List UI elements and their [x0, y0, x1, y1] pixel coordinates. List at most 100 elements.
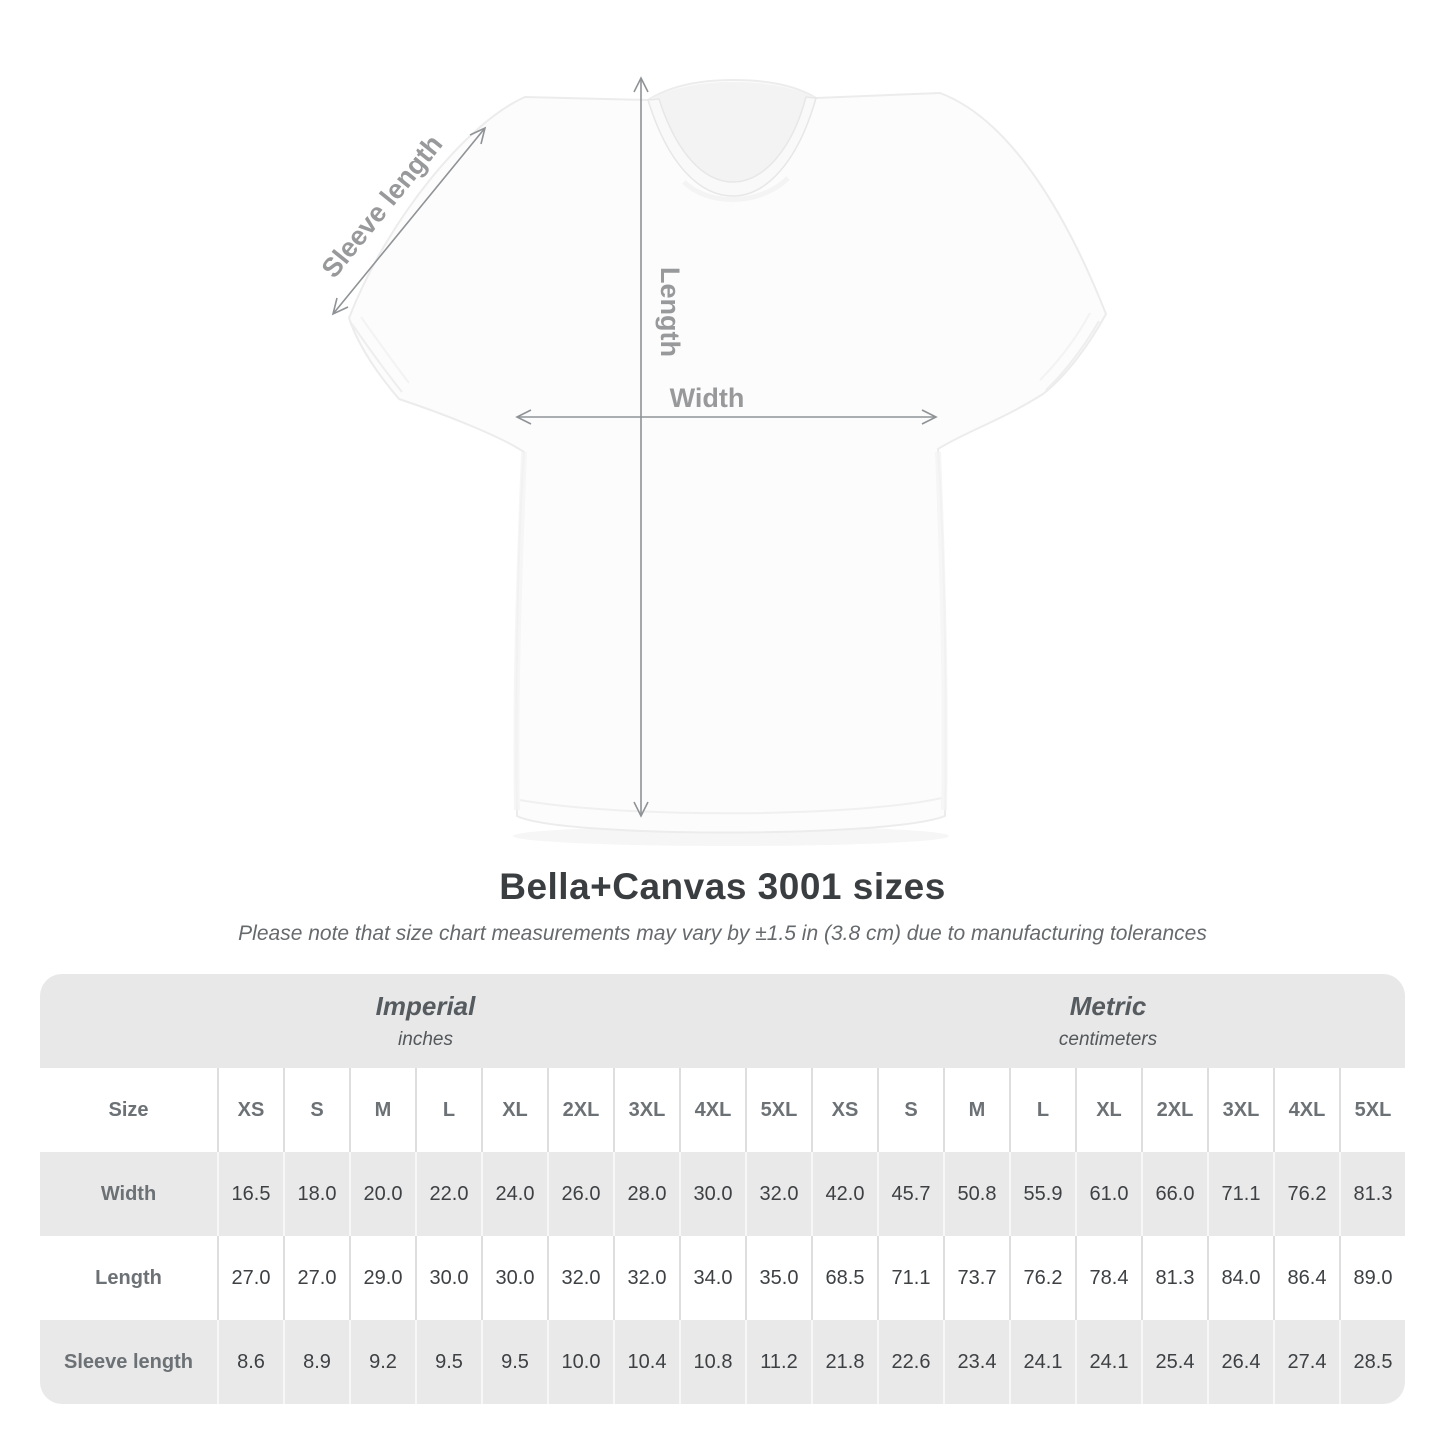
- table-cell: 18.0: [283, 1152, 349, 1236]
- table-cell: 61.0: [1075, 1152, 1141, 1236]
- size-header: 4XL: [679, 1068, 745, 1152]
- sleeve-arrowhead-bottom: [331, 297, 349, 316]
- table-row-length: Length 27.0 27.0 29.0 30.0 30.0 32.0 32.…: [40, 1236, 1405, 1320]
- metric-section-header: Metric centimeters: [811, 974, 1405, 1068]
- size-header: 5XL: [1339, 1068, 1405, 1152]
- size-header: L: [1009, 1068, 1075, 1152]
- table-cell: 86.4: [1273, 1236, 1339, 1320]
- table-cell: 16.5: [217, 1152, 283, 1236]
- table-cell: 26.0: [547, 1152, 613, 1236]
- table-cell: 32.0: [613, 1236, 679, 1320]
- table-cell: 20.0: [349, 1152, 415, 1236]
- dimension-arrows: [331, 76, 938, 818]
- right-cuff-seam: [1045, 320, 1100, 391]
- table-cell: 29.0: [349, 1236, 415, 1320]
- table-cell: 28.5: [1339, 1320, 1405, 1404]
- table-cell: 45.7: [877, 1152, 943, 1236]
- table-cell: 9.2: [349, 1320, 415, 1404]
- size-header: 4XL: [1273, 1068, 1339, 1152]
- table-cell: 22.0: [415, 1152, 481, 1236]
- length-arrowhead-bottom: [633, 801, 649, 818]
- size-header: S: [283, 1068, 349, 1152]
- collar-band: [647, 96, 817, 197]
- row-label: Width: [100, 1182, 157, 1205]
- row-label: Sleeve length: [64, 1350, 193, 1373]
- table-cell: 32.0: [745, 1152, 811, 1236]
- sleeve-arrowhead-top: [469, 126, 487, 145]
- table-cell: 50.8: [943, 1152, 1009, 1236]
- size-header: XL: [481, 1068, 547, 1152]
- table-cell: 76.2: [1273, 1152, 1339, 1236]
- sleeve-length-arrow: [332, 127, 486, 315]
- table-row-sizes: Size XS S M L XL 2XL 3XL 4XL 5XL XS S M …: [40, 1068, 1405, 1152]
- table-cell: 30.0: [679, 1152, 745, 1236]
- right-cuff-seam-inner: [1039, 312, 1091, 381]
- table-cell: 22.6: [877, 1320, 943, 1404]
- table-cell: 23.4: [943, 1320, 1009, 1404]
- table-row-sleeve-length: Sleeve length 8.6 8.9 9.2 9.5 9.5 10.0 1…: [40, 1320, 1405, 1404]
- table-cell: 30.0: [415, 1236, 481, 1320]
- table-cell: 24.1: [1009, 1320, 1075, 1404]
- length-label: Length: [655, 267, 685, 357]
- table-cell: 30.0: [481, 1236, 547, 1320]
- table-cell: 76.2: [1009, 1236, 1075, 1320]
- table-cell: 9.5: [481, 1320, 547, 1404]
- table-cell: 11.2: [745, 1320, 811, 1404]
- unit-header-band: Imperial inches Metric centimeters: [40, 974, 1405, 1068]
- size-header: S: [877, 1068, 943, 1152]
- size-header: XS: [811, 1068, 877, 1152]
- table-row-width: Width 16.5 18.0 20.0 22.0 24.0 26.0 28.0…: [40, 1152, 1405, 1236]
- table-cell: 71.1: [1207, 1152, 1273, 1236]
- size-header: 5XL: [745, 1068, 811, 1152]
- size-header: 3XL: [1207, 1068, 1273, 1152]
- table-cell: 28.0: [613, 1152, 679, 1236]
- size-header: M: [349, 1068, 415, 1152]
- width-arrowhead-left: [515, 409, 532, 425]
- tshirt-diagram-svg: Width Length Sleeve length: [315, 76, 1107, 834]
- tshirt-diagram: Width Length Sleeve length: [315, 76, 1107, 834]
- imperial-unit: inches: [398, 1029, 453, 1050]
- hem-seam: [519, 797, 943, 815]
- table-cell: 66.0: [1141, 1152, 1207, 1236]
- size-header: L: [415, 1068, 481, 1152]
- size-header: XL: [1075, 1068, 1141, 1152]
- table-cell: 73.7: [943, 1236, 1009, 1320]
- table-cell: 81.3: [1141, 1236, 1207, 1320]
- metric-label: Metric: [1069, 991, 1147, 1021]
- left-cuff-seam-inner: [360, 316, 410, 384]
- table-cell: 24.1: [1075, 1320, 1141, 1404]
- table-cell: 21.8: [811, 1320, 877, 1404]
- size-table: Imperial inches Metric centimeters Size …: [40, 974, 1405, 1404]
- table-cell: 35.0: [745, 1236, 811, 1320]
- right-side-crease: [935, 451, 948, 811]
- table-cell: 25.4: [1141, 1320, 1207, 1404]
- table-cell: 27.0: [283, 1236, 349, 1320]
- table-cell: 27.0: [217, 1236, 283, 1320]
- table-cell: 68.5: [811, 1236, 877, 1320]
- table-cell: 27.4: [1273, 1320, 1339, 1404]
- table-cell: 24.0: [481, 1152, 547, 1236]
- width-label: Width: [670, 383, 745, 413]
- length-arrowhead-top: [633, 76, 649, 93]
- size-header: XS: [217, 1068, 283, 1152]
- table-cell: 71.1: [877, 1236, 943, 1320]
- size-column-header: Size: [108, 1098, 149, 1121]
- size-header: 3XL: [613, 1068, 679, 1152]
- table-cell: 55.9: [1009, 1152, 1075, 1236]
- left-cuff-seam: [351, 323, 403, 393]
- left-side-crease: [513, 451, 527, 811]
- table-cell: 26.4: [1207, 1320, 1273, 1404]
- collar-shadow: [682, 176, 790, 202]
- size-header: 2XL: [1141, 1068, 1207, 1152]
- size-header: 2XL: [547, 1068, 613, 1152]
- table-cell: 10.8: [679, 1320, 745, 1404]
- table-cell: 78.4: [1075, 1236, 1141, 1320]
- table-cell: 8.9: [283, 1320, 349, 1404]
- table-cell: 34.0: [679, 1236, 745, 1320]
- table-cell: 8.6: [217, 1320, 283, 1404]
- size-header: M: [943, 1068, 1009, 1152]
- table-cell: 89.0: [1339, 1236, 1405, 1320]
- metric-unit: centimeters: [1058, 1029, 1158, 1050]
- table-cell: 32.0: [547, 1236, 613, 1320]
